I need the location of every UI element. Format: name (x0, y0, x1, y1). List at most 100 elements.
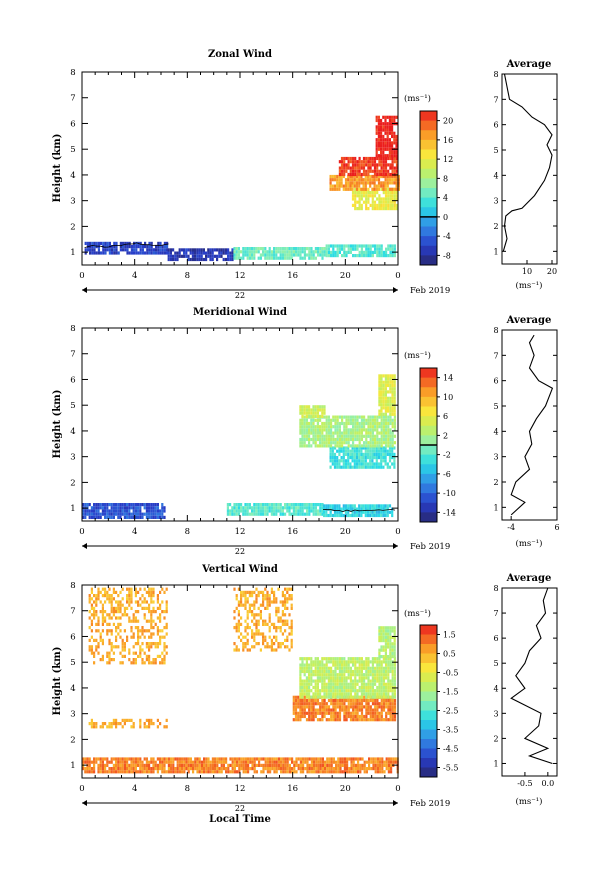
heatmap-cell (255, 632, 258, 636)
heatmap-cell (386, 174, 389, 179)
heatmap-cell (99, 770, 102, 774)
heatmap-cell (255, 770, 258, 774)
heatmap-cell (366, 449, 370, 453)
heatmap-cell (380, 399, 383, 404)
heatmap-cell (246, 616, 249, 620)
heatmap-cell (308, 444, 311, 448)
heatmap-cell (128, 590, 131, 594)
heatmap-cell (352, 689, 355, 693)
heatmap-cell (376, 770, 379, 774)
heatmap-cell (360, 174, 363, 179)
heatmap-cell (394, 760, 397, 764)
heatmap-cell (351, 507, 354, 511)
heatmap-cell (338, 714, 342, 719)
heatmap-cell (143, 767, 146, 771)
heatmap-cell (321, 711, 324, 715)
heatmap-cell (314, 663, 317, 667)
heatmap-cell (343, 244, 346, 248)
heatmap-cell (378, 685, 381, 690)
heatmap-cell (95, 597, 98, 601)
heatmap-cell (104, 251, 107, 255)
heatmap-cell (325, 441, 328, 445)
heatmap-cell (123, 610, 126, 614)
heatmap-cell (299, 666, 302, 670)
heatmap-cell (231, 757, 234, 761)
heatmap-cell (163, 770, 166, 774)
heatmap-cell (137, 506, 140, 510)
heatmap-cell (358, 718, 361, 722)
heatmap-cell (376, 428, 379, 432)
heatmap-cell (314, 414, 317, 418)
heatmap-cell (347, 465, 350, 469)
heatmap-cell (268, 250, 271, 254)
heatmap-cell (133, 245, 136, 249)
heatmap-cell (340, 465, 343, 469)
heatmap-cell (292, 705, 295, 709)
heatmap-cell (360, 181, 363, 185)
heatmap-cell (380, 154, 383, 158)
heatmap-cell (229, 757, 232, 761)
heatmap-cell (384, 178, 387, 182)
heatmap-cell (360, 685, 363, 690)
heatmap-cell (299, 705, 302, 709)
heatmap-cell (389, 626, 392, 630)
heatmap-cell (334, 250, 337, 254)
heatmap-cell (391, 166, 394, 170)
heatmap-cell (321, 685, 324, 690)
heatmap-cell (360, 695, 363, 699)
heatmap-cell (323, 421, 326, 426)
panel-title: Vertical Wind (201, 564, 278, 575)
heatmap-cell (326, 770, 329, 774)
heatmap-cell (275, 638, 278, 642)
y-tick-label: 4 (70, 684, 75, 694)
heatmap-cell (301, 437, 304, 442)
heatmap-cell (352, 695, 355, 699)
heatmap-cell (358, 708, 361, 712)
heatmap-cell (352, 425, 355, 429)
heatmap-cell (180, 248, 183, 252)
heatmap-cell (290, 247, 293, 251)
heatmap-cell (108, 770, 111, 774)
heatmap-cell (240, 597, 243, 601)
heatmap-cell (237, 506, 240, 510)
heatmap-cell (93, 512, 96, 516)
heatmap-cell (342, 507, 345, 511)
heatmap-cell (253, 606, 256, 610)
heatmap-cell (376, 437, 379, 442)
heatmap-cell (340, 178, 343, 182)
heatmap-cell (376, 663, 379, 667)
heatmap-cell (360, 434, 363, 438)
heatmap-cell (167, 760, 170, 764)
heatmap-cell (345, 163, 348, 167)
heatmap-cell (294, 718, 298, 722)
heatmap-cell (382, 635, 385, 639)
heatmap-cell (238, 763, 241, 767)
heatmap-cell (93, 638, 96, 642)
heatmap-cell (203, 760, 206, 764)
heatmap-cell (319, 418, 322, 422)
heatmap-cell (354, 679, 357, 683)
heatmap-cell (364, 507, 367, 511)
heatmap-cell (126, 718, 129, 722)
heatmap-cell (395, 163, 399, 167)
heatmap-cell (150, 645, 153, 649)
heatmap-cell (268, 629, 271, 633)
heatmap-cell (253, 509, 256, 513)
heatmap-cell (384, 383, 387, 388)
heatmap-cell (229, 251, 232, 255)
heatmap-cell (123, 506, 126, 510)
heatmap-cell (356, 718, 359, 722)
heatmap-cell (327, 504, 330, 508)
heatmap-cell (82, 767, 85, 771)
heatmap-cell (377, 122, 380, 126)
heatmap-cell (262, 250, 265, 254)
heatmap-cell (349, 178, 352, 182)
heatmap-cell (316, 711, 320, 715)
heatmap-cell (314, 682, 317, 686)
heatmap-cell (89, 241, 92, 245)
heatmap-cell (156, 629, 159, 633)
heatmap-cell (191, 251, 194, 255)
heatmap-cell (343, 679, 346, 683)
colorbar-segment (420, 425, 437, 436)
heatmap-cell (246, 610, 249, 614)
